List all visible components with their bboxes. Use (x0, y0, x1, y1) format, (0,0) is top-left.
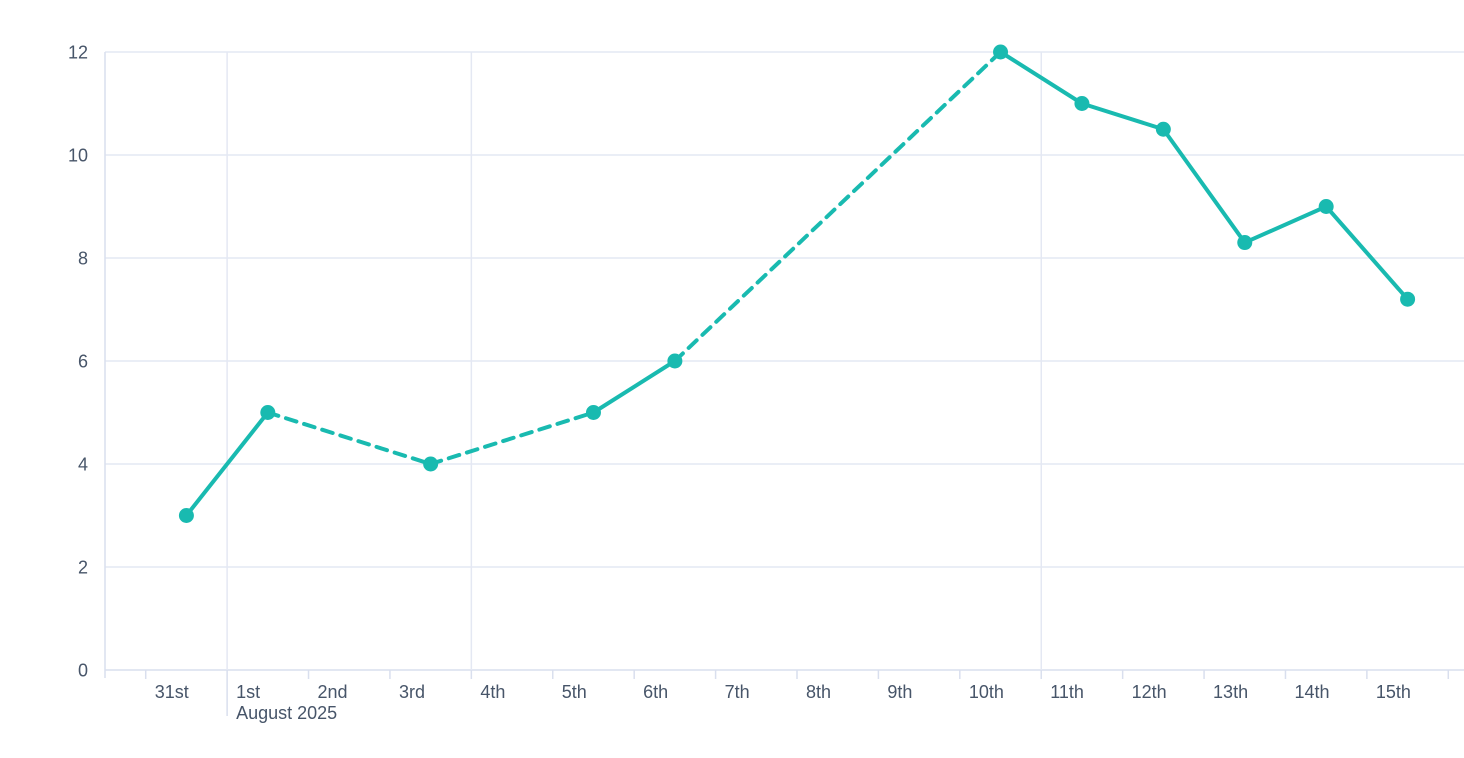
x-axis-label: 7th (725, 682, 750, 702)
line-chart: 0 2 4 6 8 10 12 31st 1st 2nd 3rd 4th 5th 6th 7th 8th 9th… (40, 16, 1464, 742)
x-axis-label: 11th (1050, 682, 1084, 702)
y-axis-label: 10 (68, 146, 88, 166)
y-axis-label: 8 (78, 249, 88, 269)
series-segment-dashed (265, 410, 433, 466)
data-point-marker[interactable] (1155, 121, 1171, 137)
data-point-marker[interactable] (667, 353, 683, 369)
y-axis-label: 0 (78, 661, 88, 681)
x-axis-label: 2nd (318, 682, 348, 702)
data-point-marker[interactable] (1074, 96, 1090, 111)
y-axis-label: 12 (68, 43, 88, 63)
series-segment-solid (184, 410, 270, 518)
series-segment-solid (1324, 204, 1410, 302)
x-axis-label: 13th (1213, 682, 1248, 702)
x-axis-label: 8th (806, 682, 831, 702)
data-point-marker[interactable] (993, 44, 1009, 60)
x-axis-label: 5th (562, 682, 587, 702)
x-axis-label: 12th (1132, 682, 1167, 702)
series-segment-solid (1161, 127, 1247, 245)
series-segment-dashed (428, 410, 596, 466)
data-point-marker[interactable] (423, 456, 439, 472)
data-point-marker[interactable] (1318, 199, 1334, 214)
line-chart-canvas: 0 2 4 6 8 10 12 31st 1st 2nd 3rd 4th 5th 6th 7th 8th 9th… (68, 43, 1464, 723)
data-point-marker[interactable] (260, 405, 276, 420)
series-segment-solid (1242, 204, 1329, 245)
data-point-marker[interactable] (1400, 291, 1416, 307)
x-axis-label: 31st (155, 682, 189, 702)
x-axis-label: 9th (887, 682, 912, 702)
series-segment-solid (591, 359, 677, 415)
x-axis-label: 4th (480, 682, 505, 702)
y-axis-label: 4 (78, 455, 88, 475)
y-axis-label: 2 (78, 558, 88, 578)
x-axis-label: 10th (969, 682, 1004, 702)
data-point-marker[interactable] (178, 508, 194, 523)
x-axis-label: 1st (236, 682, 260, 702)
x-axis-label: 14th (1294, 682, 1329, 702)
y-axis-label: 6 (78, 352, 88, 372)
data-point-marker[interactable] (585, 405, 601, 420)
series-segment-solid (1079, 101, 1166, 132)
x-axis-label: 6th (643, 682, 668, 702)
x-axis-label: 15th (1376, 682, 1411, 702)
data-point-marker[interactable] (1237, 235, 1253, 251)
series-segment-solid (998, 50, 1084, 106)
series-segment-dashed (672, 50, 1003, 363)
x-axis-month-label: August 2025 (236, 703, 337, 723)
x-axis-label: 3rd (399, 682, 425, 702)
